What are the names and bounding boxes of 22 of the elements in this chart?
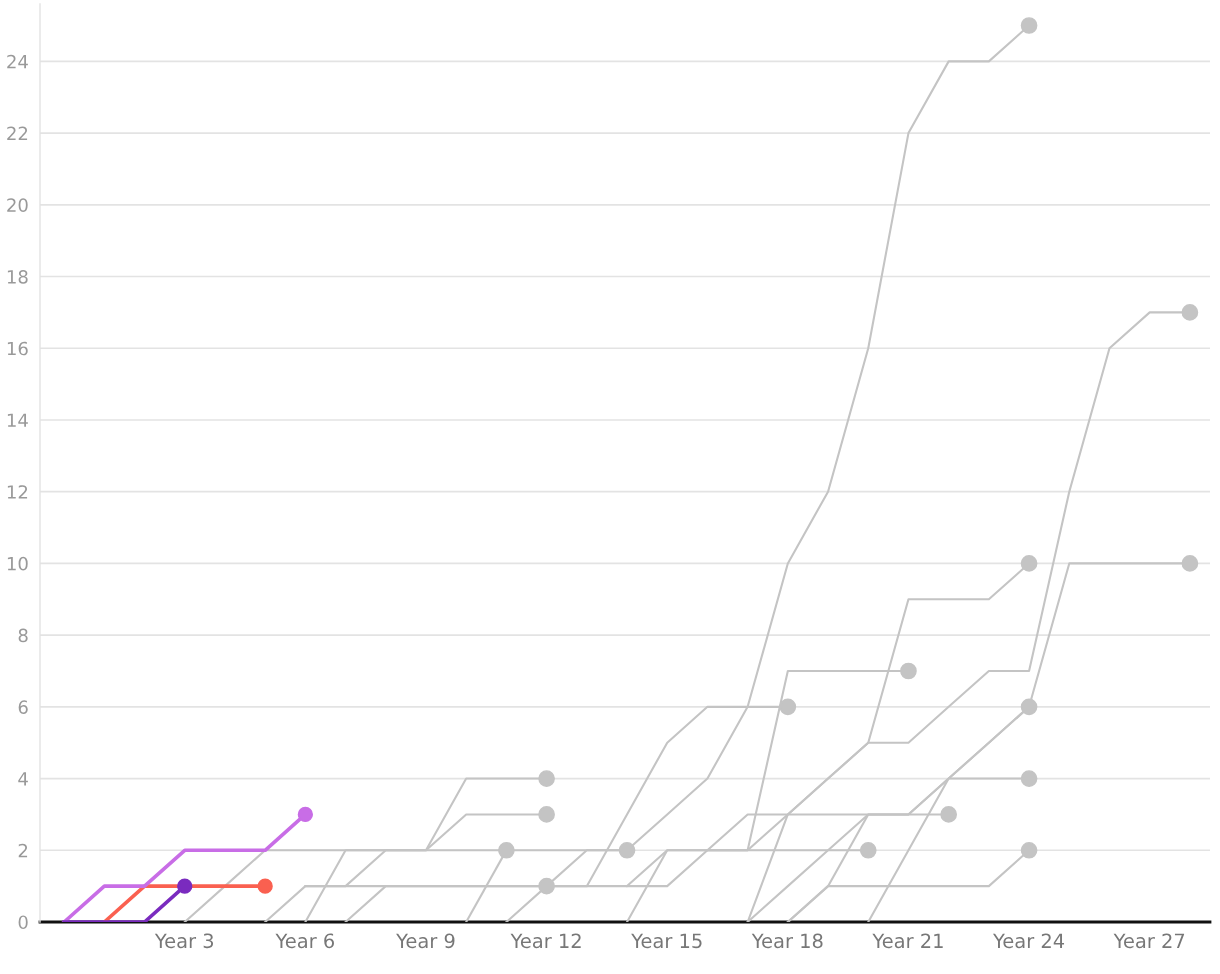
y-tick-label: 14	[7, 413, 28, 427]
y-tick-label: 8	[18, 628, 28, 643]
y-tick-label: 24	[7, 54, 28, 69]
y-tick-label: 4	[18, 772, 28, 786]
x-tick-label: Year 15	[631, 933, 702, 949]
x-tick-label: Year 27	[1113, 933, 1185, 949]
x-tick-label: Year 9	[396, 933, 455, 949]
y-tick-label: 18	[7, 269, 28, 284]
x-tick-label: Year 12	[510, 933, 581, 949]
y-tick-label: 20	[7, 198, 28, 212]
y-tick-label: 2	[18, 843, 28, 858]
y-tick-label: 22	[7, 126, 28, 140]
x-tick-label: Year 3	[154, 933, 214, 949]
x-tick-label: Year 24	[992, 933, 1065, 949]
y-tick-label: 10	[7, 556, 28, 571]
x-tick-label: Year 6	[275, 933, 334, 949]
y-tick-label: 0	[18, 915, 28, 930]
y-tick-label: 16	[7, 341, 28, 356]
x-tick-label: Year 18	[751, 933, 823, 949]
y-tick-label: 6	[18, 700, 28, 714]
x-tick-label: Year 21	[872, 933, 943, 949]
y-tick-label: 12	[7, 485, 28, 499]
